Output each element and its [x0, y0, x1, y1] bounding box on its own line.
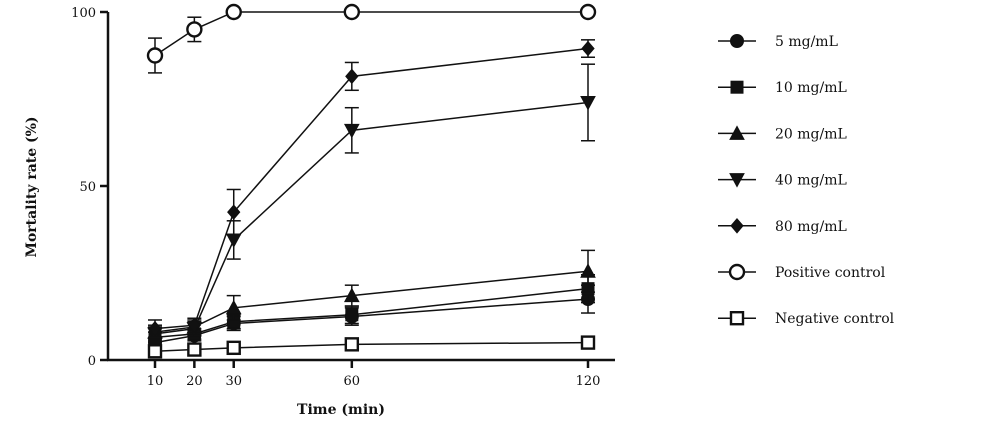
legend-marker	[730, 218, 744, 234]
y-tick-label: 50	[79, 180, 96, 195]
legend-item: Positive control	[718, 263, 886, 281]
series-line	[154, 341, 589, 353]
data-point	[343, 3, 361, 21]
data-point	[579, 3, 597, 21]
legend-label: 80 mg/mL	[775, 219, 847, 235]
x-tick-label: 120	[576, 374, 601, 389]
legend-item: Negative control	[718, 311, 895, 327]
legend-marker	[729, 173, 745, 188]
data-point	[580, 263, 596, 278]
data-point	[345, 308, 359, 322]
y-axis-title: Mortality rate (%)	[24, 116, 40, 257]
series-6	[146, 3, 597, 74]
legend-marker	[729, 125, 745, 140]
series-layer	[146, 3, 597, 359]
series-4	[147, 63, 596, 342]
x-tick-label: 30	[225, 374, 242, 389]
series-line	[154, 47, 589, 330]
legend-label: 40 mg/mL	[775, 173, 847, 189]
data-point	[186, 21, 203, 38]
legend-item: 20 mg/mL	[718, 125, 847, 142]
legend-label: Negative control	[775, 311, 895, 327]
data-point	[580, 335, 596, 350]
legend-label: 20 mg/mL	[775, 126, 847, 142]
data-point	[227, 204, 241, 220]
legend-label: 5 mg/mL	[775, 34, 838, 50]
data-point	[345, 68, 359, 85]
series-2	[148, 273, 595, 344]
data-point	[344, 337, 360, 352]
legend-marker	[729, 311, 745, 326]
y-tick-label: 100	[71, 6, 96, 21]
series-5	[148, 39, 595, 339]
y-tick-label: 0	[88, 354, 96, 369]
data-point	[187, 342, 202, 357]
series-line	[154, 287, 589, 339]
data-point	[225, 233, 242, 248]
data-point	[343, 287, 360, 303]
data-point	[225, 3, 242, 21]
data-point	[580, 95, 596, 111]
data-point	[343, 123, 360, 139]
x-axis-title: Time (min)	[297, 402, 385, 418]
data-point	[187, 317, 202, 333]
legend-item: 5 mg/mL	[718, 34, 838, 50]
data-point	[226, 340, 241, 356]
legend-marker	[728, 263, 746, 281]
series-line	[154, 11, 588, 57]
legend-item: 10 mg/mL	[718, 80, 847, 96]
series-7	[147, 335, 596, 359]
legend-label: Positive control	[775, 265, 886, 281]
legend: 5 mg/mL 10 mg/mL 20 mg/mL 40 mg/mL 80 mg/mL P…	[718, 34, 895, 327]
x-tick-label: 20	[186, 374, 203, 389]
data-point	[225, 299, 242, 315]
legend-marker	[730, 80, 744, 94]
legend-label: 10 mg/mL	[775, 80, 847, 96]
series-line	[154, 101, 589, 335]
axes: 0 50 100 10 20 30 60 120	[71, 6, 615, 389]
legend-item: 80 mg/mL	[718, 218, 847, 235]
series-line	[154, 298, 589, 344]
data-point	[148, 320, 162, 337]
data-point	[146, 47, 164, 64]
data-point	[147, 344, 163, 359]
legend-marker	[730, 34, 744, 48]
data-point	[581, 40, 595, 57]
x-tick-label: 10	[147, 374, 164, 389]
series-line	[154, 270, 589, 333]
x-tick-label: 60	[344, 374, 361, 389]
legend-item: 40 mg/mL	[718, 173, 847, 189]
